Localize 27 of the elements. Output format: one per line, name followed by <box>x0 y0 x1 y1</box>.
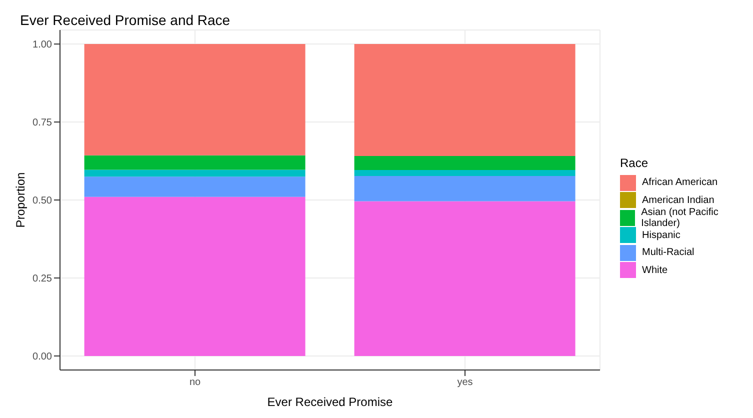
x-tick-label: yes <box>457 377 473 388</box>
y-tick-label: 1.00 <box>32 40 52 51</box>
bar <box>354 170 576 176</box>
bar <box>84 155 306 170</box>
bar <box>84 176 306 197</box>
legend-label: American Indian <box>642 194 714 206</box>
y-tick-label: 0.00 <box>32 352 52 363</box>
legend-label: African American <box>642 177 718 188</box>
bar <box>354 156 576 170</box>
y-tick-label: 0.25 <box>32 274 52 285</box>
legend-label: Hispanic <box>642 230 680 241</box>
bar <box>354 44 576 156</box>
y-tick-label: 0.75 <box>32 118 52 129</box>
legend-label: White <box>642 264 668 276</box>
bar <box>84 170 306 177</box>
x-axis-title: Ever Received Promise <box>267 395 394 409</box>
bar <box>84 44 306 156</box>
bar <box>84 196 306 356</box>
legend-label: Asian (not Pacific Islander) <box>641 206 720 229</box>
x-tick-label: no <box>189 377 201 388</box>
y-axis-title: Proportion <box>13 172 28 228</box>
legend-title: Race <box>620 156 650 170</box>
bar <box>354 201 576 356</box>
chart-title: Ever Received Promise and Race <box>20 12 230 28</box>
legend-label: Multi-Racial <box>642 247 694 258</box>
bar <box>354 176 576 202</box>
y-tick-label: 0.50 <box>32 196 52 207</box>
